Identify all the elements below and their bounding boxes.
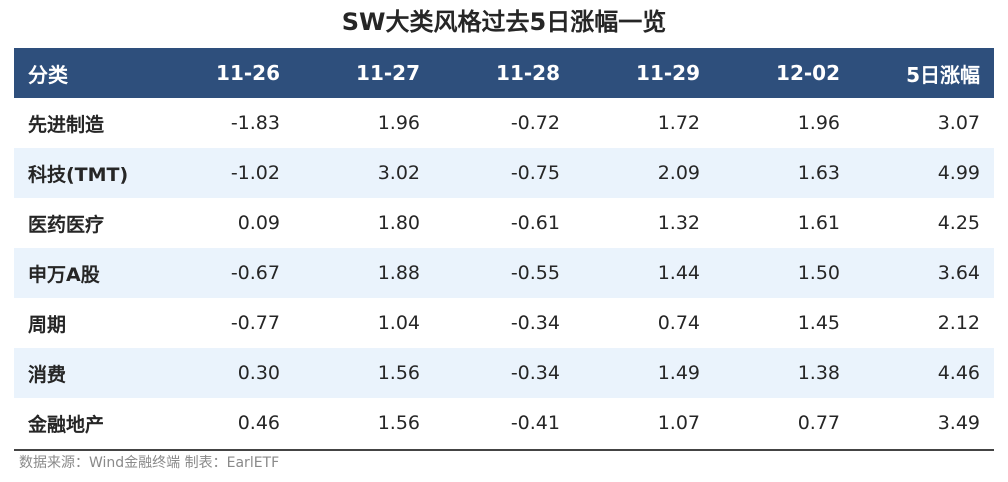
table-row: 医药医疗 0.09 1.80 -0.61 1.32 1.61 4.25 (14, 198, 994, 248)
table-cell: 1.50 (797, 262, 840, 284)
table-cell: 3.07 (937, 112, 980, 134)
table-cell: -0.67 (230, 262, 280, 284)
row-label: 金融地产 (28, 413, 105, 436)
table-cell: 4.99 (937, 162, 980, 184)
table-cell: 1.96 (377, 112, 420, 134)
table-cell: 1.72 (657, 112, 700, 134)
table-cell: 1.38 (797, 362, 840, 384)
row-label: 申万A股 (28, 263, 100, 286)
table-cell: -1.83 (230, 112, 280, 134)
data-table: 分类 11-26 11-27 11-28 11-29 12-02 5日涨幅 先进制造 -1.8… (14, 48, 994, 448)
table-cell: -0.61 (510, 212, 560, 234)
column-header: 11-28 (496, 61, 560, 85)
table-row: 周期 -0.77 1.04 -0.34 0.74 1.45 2.12 (14, 298, 994, 348)
table-cell: 1.49 (657, 362, 700, 384)
source-note: 数据来源：Wind金融终端 制表：EarlETF (19, 455, 280, 471)
table-cell: 1.96 (797, 112, 840, 134)
column-header: 5日涨幅 (906, 62, 980, 87)
table-cell: 1.80 (377, 212, 420, 234)
row-label: 科技(TMT) (28, 163, 129, 186)
table-cell: 0.77 (797, 412, 840, 434)
table-cell: 1.88 (377, 262, 420, 284)
table-cell: -0.77 (230, 312, 280, 334)
table-cell: 1.45 (797, 312, 840, 334)
table-cell: 1.56 (377, 412, 420, 434)
table-cell: -1.02 (230, 162, 280, 184)
row-label: 周期 (28, 313, 67, 336)
table-cell: 0.74 (657, 312, 700, 334)
column-header: 12-02 (776, 61, 840, 85)
table-cell: -0.72 (510, 112, 560, 134)
table-cell: 1.07 (657, 412, 700, 434)
table-cell: 1.04 (377, 312, 420, 334)
column-header: 11-29 (636, 61, 700, 85)
table-cell: 3.02 (377, 162, 420, 184)
table-cell: -0.75 (510, 162, 560, 184)
table-cell: 4.46 (937, 362, 980, 384)
table-cell: -0.34 (510, 312, 560, 334)
table-cell: 1.32 (657, 212, 700, 234)
table-cell: 1.56 (377, 362, 420, 384)
table-cell: 2.09 (657, 162, 700, 184)
table-cell: -0.34 (510, 362, 560, 384)
table-cell: 1.44 (657, 262, 700, 284)
column-header: 11-26 (216, 61, 280, 85)
table-body: 先进制造 -1.83 1.96 -0.72 1.72 1.96 3.07 科技(TMT) -1.… (14, 98, 994, 448)
table-cell: 1.63 (797, 162, 840, 184)
table-cell: 0.30 (237, 362, 280, 384)
table-cell: 3.64 (937, 262, 980, 284)
table-cell: 3.49 (937, 412, 980, 434)
table-cell: -0.55 (510, 262, 560, 284)
chart-title: SW大类风格过去5日涨幅一览 (341, 8, 667, 36)
table-header-row: 分类 11-26 11-27 11-28 11-29 12-02 5日涨幅 (14, 48, 994, 98)
table-cell: -0.41 (510, 412, 560, 434)
row-label: 医药医疗 (28, 213, 105, 236)
column-header: 分类 (28, 62, 68, 87)
row-label: 消费 (28, 363, 67, 386)
table-cell: 1.61 (797, 212, 840, 234)
table-row: 申万A股 -0.67 1.88 -0.55 1.44 1.50 3.64 (14, 248, 994, 298)
table-cell: 0.46 (237, 412, 280, 434)
table-cell: 0.09 (237, 212, 280, 234)
table-row: 消费 0.30 1.56 -0.34 1.49 1.38 4.46 (14, 348, 994, 398)
table-cell: 2.12 (937, 312, 980, 334)
table-row: 科技(TMT) -1.02 3.02 -0.75 2.09 1.63 4.99 (14, 148, 994, 198)
table-bottom-rule (14, 449, 994, 451)
table-row: 金融地产 0.46 1.56 -0.41 1.07 0.77 3.49 (14, 398, 994, 448)
column-header: 11-27 (356, 61, 420, 85)
table-cell: 4.25 (937, 212, 980, 234)
table-row: 先进制造 -1.83 1.96 -0.72 1.72 1.96 3.07 (14, 98, 994, 148)
row-label: 先进制造 (28, 113, 105, 136)
